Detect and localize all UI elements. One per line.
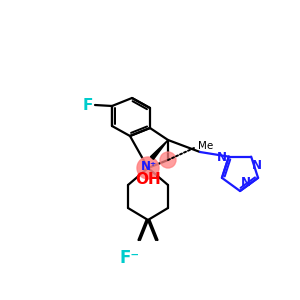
- Text: Me: Me: [198, 141, 213, 151]
- Text: N: N: [241, 176, 251, 189]
- Circle shape: [137, 157, 159, 179]
- Text: N: N: [252, 159, 262, 172]
- Text: N: N: [217, 151, 227, 164]
- Text: OH: OH: [135, 172, 161, 187]
- Polygon shape: [151, 140, 168, 159]
- Text: N⁺: N⁺: [141, 160, 157, 173]
- Text: F⁻: F⁻: [120, 249, 140, 267]
- Circle shape: [160, 152, 176, 168]
- Text: F: F: [82, 98, 93, 112]
